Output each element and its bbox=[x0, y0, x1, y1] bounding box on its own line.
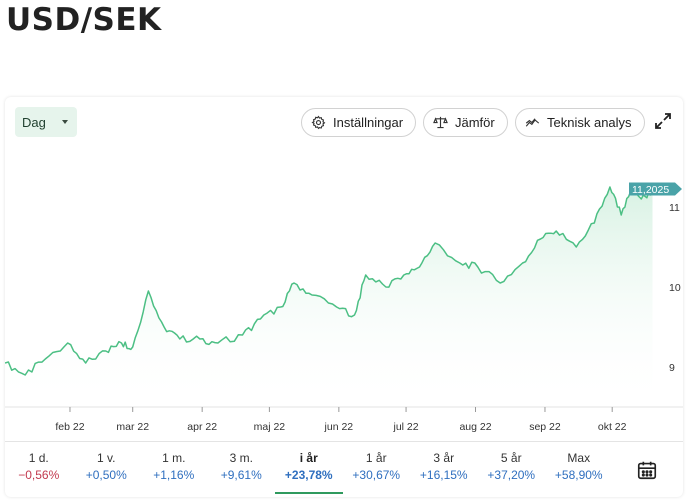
gear-icon bbox=[311, 115, 326, 130]
x-tick-label: okt 22 bbox=[598, 421, 627, 433]
period-tab-label: 1 år bbox=[365, 451, 387, 465]
x-tick-label: aug 22 bbox=[459, 421, 491, 433]
compare-button[interactable]: Jämför bbox=[423, 108, 508, 137]
x-tick-label: apr 22 bbox=[187, 421, 217, 433]
period-tab-label: Max bbox=[567, 451, 591, 465]
period-tab-label: 1 d. bbox=[28, 451, 49, 465]
period-tab[interactable]: 1 m. +1,16% bbox=[140, 442, 208, 497]
chevron-down-icon bbox=[62, 120, 68, 124]
x-tick-label: feb 22 bbox=[55, 421, 84, 433]
period-tab-label: 1 v. bbox=[97, 451, 116, 465]
scale-icon bbox=[433, 116, 448, 129]
chart-card: Dag Inställningar Jämför Teknisk analys bbox=[5, 97, 683, 497]
expand-icon[interactable] bbox=[653, 111, 673, 131]
period-tab-change: +30,67% bbox=[352, 468, 401, 482]
period-tab-label: 3 m. bbox=[229, 451, 253, 465]
period-tab-change: −0,56% bbox=[18, 468, 60, 482]
period-tab-change: +37,20% bbox=[487, 468, 536, 482]
period-tab-label: 3 år bbox=[433, 451, 455, 465]
x-tick-label: jul 22 bbox=[393, 421, 419, 433]
period-tabs: 1 d. −0,56% 1 v. +0,50% 1 m. +1,16% 3 m. +9,61%… bbox=[5, 441, 683, 497]
period-tab[interactable]: 3 m. +9,61% bbox=[208, 442, 276, 497]
current-price-badge bbox=[629, 182, 682, 196]
period-tab[interactable]: 1 år +30,67% bbox=[343, 442, 411, 497]
x-tick-label: jun 22 bbox=[324, 421, 354, 433]
period-tab-change: +1,16% bbox=[153, 468, 195, 482]
period-tab[interactable]: 1 d. −0,56% bbox=[5, 442, 73, 497]
page-title: USD/SEK bbox=[6, 2, 162, 38]
price-line bbox=[5, 186, 654, 376]
period-tab-label: i år bbox=[299, 451, 318, 465]
x-tick-label: maj 22 bbox=[254, 421, 286, 433]
calendar-button[interactable] bbox=[613, 442, 681, 497]
calendar-icon bbox=[637, 461, 656, 479]
compare-label: Jämför bbox=[455, 115, 495, 130]
period-tab-change: +0,50% bbox=[85, 468, 127, 482]
period-tab-change: +23,78% bbox=[284, 468, 333, 482]
settings-label: Inställningar bbox=[333, 115, 404, 130]
period-tab[interactable]: 1 v. +0,50% bbox=[73, 442, 141, 497]
period-tab[interactable]: 5 år +37,20% bbox=[478, 442, 546, 497]
period-tab[interactable]: Max +58,90% bbox=[545, 442, 613, 497]
period-tab[interactable]: i år +23,78% bbox=[275, 442, 343, 497]
period-tab[interactable]: 3 år +16,15% bbox=[410, 442, 478, 497]
x-tick-label: mar 22 bbox=[116, 421, 149, 433]
technical-analysis-label: Teknisk analys bbox=[547, 115, 632, 130]
y-tick-label: 9 bbox=[669, 362, 675, 374]
period-tab-change: +58,90% bbox=[554, 468, 603, 482]
period-tab-change: +16,15% bbox=[419, 468, 468, 482]
trend-line-icon bbox=[525, 118, 540, 127]
period-tab-label: 1 m. bbox=[162, 451, 186, 465]
x-tick-label: sep 22 bbox=[529, 421, 561, 433]
period-tab-label: 5 år bbox=[500, 451, 522, 465]
interval-dropdown[interactable]: Dag bbox=[15, 107, 77, 137]
y-tick-label: 11 bbox=[669, 202, 680, 214]
technical-analysis-button[interactable]: Teknisk analys bbox=[515, 108, 645, 137]
price-chart[interactable]: 9 10 11 feb 22 mar 22 apr 22 maj 22 jun 22 jul … bbox=[5, 157, 683, 447]
price-area bbox=[5, 187, 653, 407]
period-tab-change: +9,61% bbox=[220, 468, 262, 482]
interval-dropdown-label: Dag bbox=[22, 114, 46, 130]
settings-button[interactable]: Inställningar bbox=[301, 108, 417, 137]
y-tick-label: 10 bbox=[669, 282, 681, 294]
current-price-value: 11,2025 bbox=[632, 184, 669, 196]
